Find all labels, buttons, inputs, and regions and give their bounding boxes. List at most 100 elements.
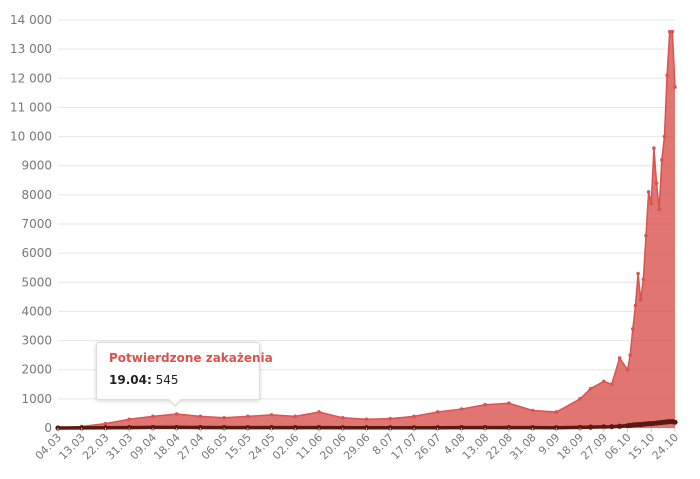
x-tick-label: 04.03 [33,431,64,462]
tooltip-row: 19.04: 545 [109,373,179,387]
data-point [588,386,593,391]
x-tick-label: 18.04 [151,431,182,462]
x-tick-label: 06.05 [199,431,230,462]
data-point [268,424,275,431]
data-point [482,424,488,431]
x-tick-label: 20.06 [317,431,348,462]
data-point [245,424,251,431]
y-tick-label: 1000 [21,392,52,406]
data-point [293,414,298,419]
data-point [617,423,623,429]
data-point [553,425,559,431]
data-point [662,134,667,139]
x-tick-label: 24.10 [650,431,681,462]
x-tick-label: 24.05 [246,431,277,462]
tooltip-date: 19.04: [109,373,152,387]
data-point [126,424,132,431]
data-point [127,417,131,422]
y-tick-label: 2000 [21,363,52,377]
data-point [458,425,465,431]
y-tick-label: 5000 [21,275,52,289]
y-tick-label: 7000 [21,217,52,231]
data-point [673,85,677,89]
x-tick-label: 26.07 [412,431,443,462]
data-point [151,414,155,419]
y-axis-ticks: 0 1000 2000 3000 4000 5000 6000 7000 8000 9000 10 … [10,13,52,435]
data-point [435,425,441,431]
data-point [316,425,322,431]
gridlines [58,19,675,429]
series-confirmed-cases [56,29,677,430]
y-tick-label: 10 000 [10,130,52,144]
data-point [435,410,440,414]
data-point [588,424,594,430]
data-point [609,382,614,387]
data-point [507,401,511,406]
data-point [506,424,512,431]
data-point [631,327,635,331]
y-tick-label: 3000 [21,334,52,348]
data-point [174,424,180,431]
data-point [601,424,607,430]
x-tick-label: 18.09 [555,431,586,462]
data-point [79,425,85,431]
y-tick-label: 13 000 [10,42,52,56]
data-point [530,425,536,431]
data-point [388,416,393,421]
data-point [364,417,369,422]
data-point [459,407,464,411]
data-point [292,425,298,431]
data-point [628,353,632,357]
data-point [617,356,622,360]
data-point [412,414,416,419]
data-point [578,397,582,401]
x-tick-label: 11.06 [294,431,325,462]
x-tick-label: 15.10 [626,431,657,462]
data-point [363,425,370,431]
y-tick-label: 0 [44,421,52,435]
x-tick-label: 09.04 [128,431,159,462]
y-tick-label: 14 000 [10,13,52,27]
x-tick-label: 27.09 [578,431,609,462]
data-point [150,424,156,431]
data-point [636,271,640,276]
data-point [269,413,274,417]
data-point [644,233,648,238]
data-point [672,419,678,425]
data-point [577,424,583,431]
x-tick-label: 06.10 [602,431,633,462]
data-point [317,410,321,414]
data-point [654,181,659,185]
data-point [660,158,664,162]
series-secondary [55,418,678,431]
data-point [633,303,638,308]
data-point [670,29,675,34]
series-area [58,31,675,429]
data-point [103,421,108,426]
data-point [602,379,606,384]
x-tick-label: 22.08 [484,431,515,462]
tooltip-pointer-fill [168,398,182,405]
y-tick-label: 4000 [21,304,52,318]
x-tick-label: 02.06 [270,431,301,462]
data-point [665,73,669,78]
x-tick-label: 22.03 [80,431,111,462]
data-point [652,146,656,151]
data-point [483,402,487,407]
y-tick-label: 6000 [21,246,52,260]
data-point [625,367,630,372]
tooltip-value: 545 [155,373,179,387]
data-point [102,425,109,431]
data-point [197,424,203,431]
data-point [411,425,417,431]
data-point [387,425,393,431]
data-point [340,416,345,420]
x-tick-label: 29.06 [341,431,372,462]
data-point [174,412,179,416]
tooltip: Potwierdzone zakażenia 19.04: 545 [96,342,273,407]
x-tick-label: 31.08 [507,431,538,462]
data-point [340,425,346,431]
y-tick-label: 12 000 [10,71,52,85]
series-line [57,30,676,429]
y-tick-label: 11 000 [10,100,52,114]
